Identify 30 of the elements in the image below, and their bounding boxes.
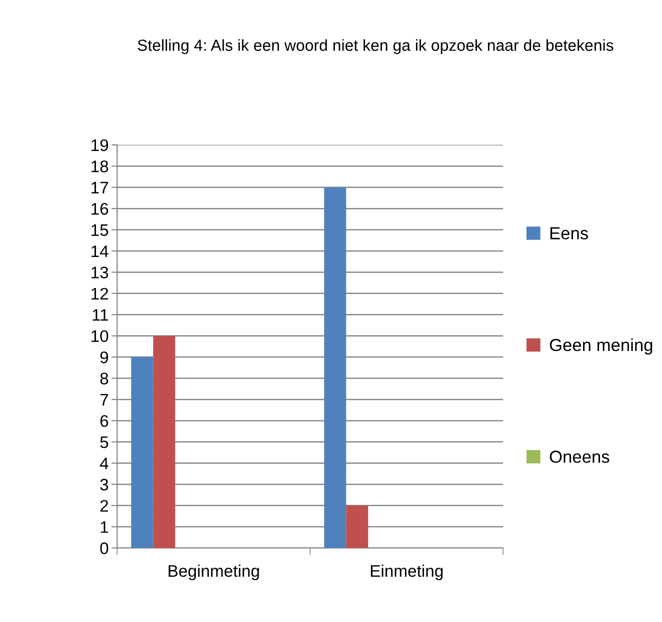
y-tick-label: 18 <box>92 160 108 172</box>
y-tick-label: 6 <box>100 415 108 427</box>
y-tick-label: 17 <box>92 182 108 194</box>
bar <box>324 187 346 548</box>
y-tick-label: 19 <box>92 139 108 152</box>
y-tick-label: 4 <box>100 458 108 470</box>
y-tick-label: 13 <box>92 266 108 278</box>
y-tick-label: 11 <box>92 309 108 321</box>
x-tick-label: Beginmeting <box>168 564 259 580</box>
y-tick-label: 14 <box>92 246 108 258</box>
y-tick-label: 5 <box>100 436 108 448</box>
legend-label: Oneens <box>550 450 610 463</box>
y-tick-label: 9 <box>100 351 108 364</box>
y-tick-label: 16 <box>92 202 108 215</box>
legend-label: Geen mening <box>550 338 652 355</box>
y-tick-label: 3 <box>100 478 108 491</box>
legend-label: Eens <box>550 227 588 240</box>
chart-title: Stelling 4: Als ik een woord niet ken ga ik opzoek naar de betekenis <box>138 39 614 54</box>
y-tick-label: 7 <box>100 394 108 406</box>
y-tick-label: 12 <box>92 288 108 300</box>
y-tick-label: 8 <box>100 372 108 384</box>
y-tick-label: 0 <box>100 542 108 554</box>
y-tick-label: 15 <box>92 224 108 236</box>
x-tick-label: Einmeting <box>370 564 443 580</box>
bar <box>346 506 368 548</box>
y-tick-label: 2 <box>100 500 108 512</box>
bar <box>153 336 176 548</box>
y-tick-label: 10 <box>92 330 108 342</box>
y-tick-label: 1 <box>100 521 108 533</box>
bar <box>131 357 154 548</box>
